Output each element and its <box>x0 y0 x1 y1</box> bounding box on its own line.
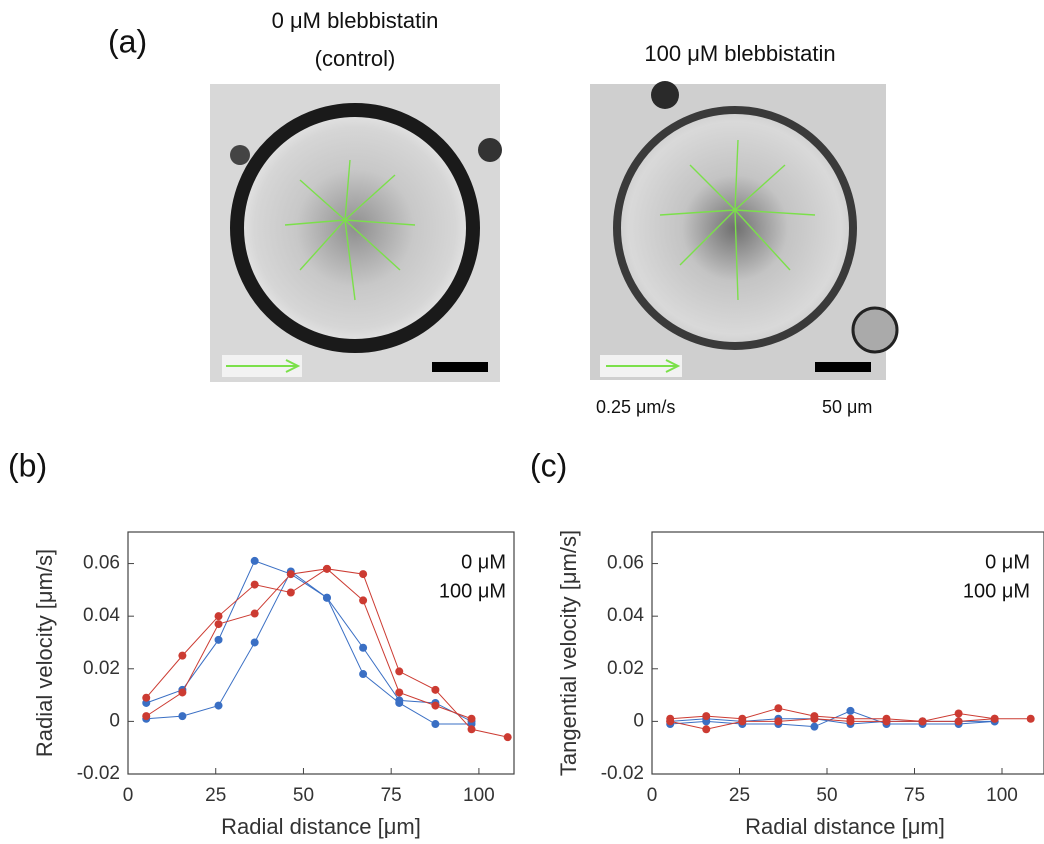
data-point <box>250 638 259 647</box>
data-point <box>250 609 259 618</box>
data-point <box>395 696 404 705</box>
data-point <box>774 717 783 726</box>
legend-entry: 0 μM <box>985 551 1030 573</box>
data-point <box>395 667 404 676</box>
x-tick-label: 25 <box>205 785 226 806</box>
data-point <box>1026 714 1035 723</box>
y-tick-label: 0.04 <box>607 605 644 626</box>
y-tick-label: 0.02 <box>83 658 120 679</box>
data-point <box>359 670 368 679</box>
data-point <box>214 635 223 644</box>
x-tick-label: 100 <box>986 785 1018 806</box>
series-line <box>146 570 472 722</box>
data-point <box>810 722 819 731</box>
data-point <box>214 620 223 629</box>
data-point <box>774 704 783 713</box>
data-point <box>250 556 259 565</box>
data-point <box>702 725 711 734</box>
x-tick-label: 75 <box>381 785 402 806</box>
data-point <box>322 593 331 602</box>
data-point <box>395 688 404 697</box>
y-axis-label: Tangential velocity [μm/s] <box>556 530 581 776</box>
image-subtitle: (control) <box>315 46 396 71</box>
panel-label: (b) <box>8 447 47 483</box>
x-tick-label: 50 <box>293 785 314 806</box>
data-point <box>954 709 963 718</box>
legend-entry: 0 μM <box>461 551 506 573</box>
image-title: 100 μM blebbistatin <box>644 41 835 66</box>
legend-entry: 100 μM <box>439 580 506 602</box>
series-line <box>670 710 995 728</box>
data-point <box>214 701 223 710</box>
data-point <box>178 688 187 697</box>
data-point <box>738 717 747 726</box>
data-point <box>882 717 891 726</box>
plot-frame <box>651 531 1044 775</box>
scale-label: 0.25 μm/s <box>596 397 675 417</box>
y-tick-label: 0 <box>633 710 644 731</box>
data-point <box>918 717 927 726</box>
x-tick-label: 0 <box>647 785 658 806</box>
x-tick-label: 25 <box>729 785 750 806</box>
data-point <box>178 651 187 660</box>
data-point <box>503 733 512 742</box>
data-point <box>666 717 675 726</box>
data-point <box>286 588 295 597</box>
data-point <box>431 685 440 694</box>
data-point <box>359 570 368 579</box>
data-point <box>467 725 476 734</box>
data-point <box>990 714 999 723</box>
micrograph <box>210 84 502 382</box>
data-point <box>467 714 476 723</box>
y-tick-label: -0.02 <box>601 763 644 784</box>
data-point <box>250 580 259 589</box>
x-axis-label: Radial distance [μm] <box>745 814 945 839</box>
panel-label: (a) <box>108 23 147 59</box>
y-tick-label: 0 <box>109 710 120 731</box>
x-axis-label: Radial distance [μm] <box>221 814 421 839</box>
y-axis-label: Radial velocity [μm/s] <box>32 549 57 757</box>
x-tick-label: 75 <box>904 785 925 806</box>
x-tick-label: 0 <box>123 785 134 806</box>
y-tick-label: 0.04 <box>83 605 120 626</box>
x-tick-label: 100 <box>463 785 495 806</box>
micrograph <box>590 81 899 380</box>
series-line <box>145 568 472 720</box>
image-title: 0 μM blebbistatin <box>272 8 439 33</box>
data-point <box>810 714 819 723</box>
data-point <box>178 712 187 721</box>
y-tick-label: -0.02 <box>77 763 120 784</box>
data-point <box>846 706 855 715</box>
data-point <box>431 720 440 729</box>
data-point <box>214 612 223 621</box>
data-point <box>142 712 151 721</box>
x-tick-label: 50 <box>816 785 837 806</box>
data-point <box>359 596 368 605</box>
data-point <box>142 693 151 702</box>
y-tick-label: 0.06 <box>607 553 644 574</box>
data-point <box>322 564 331 573</box>
y-tick-label: 0.06 <box>83 553 120 574</box>
legend-entry: 100 μM <box>963 580 1030 602</box>
series-line <box>146 560 472 725</box>
plot-frame <box>127 531 515 775</box>
data-point <box>702 712 711 721</box>
data-point <box>846 717 855 726</box>
y-tick-label: 0.02 <box>607 658 644 679</box>
scale-label: 50 μm <box>822 397 872 417</box>
data-point <box>431 701 440 710</box>
panel-label: (c) <box>530 447 567 483</box>
data-point <box>359 643 368 652</box>
series-line <box>670 718 995 730</box>
data-point <box>954 717 963 726</box>
data-point <box>286 570 295 579</box>
